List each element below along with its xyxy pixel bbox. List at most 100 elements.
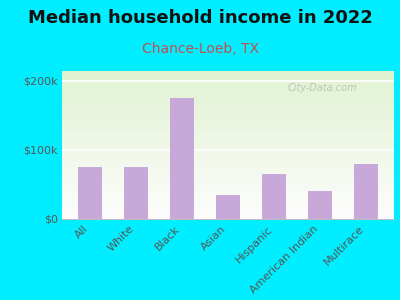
Bar bbox=[62, 188, 394, 189]
Bar bbox=[170, 98, 194, 219]
Bar bbox=[62, 90, 394, 91]
Bar bbox=[62, 145, 394, 146]
Bar bbox=[62, 76, 394, 78]
Bar bbox=[62, 201, 394, 203]
Bar bbox=[62, 179, 394, 180]
Bar bbox=[62, 189, 394, 191]
Bar bbox=[62, 78, 394, 80]
Bar bbox=[62, 136, 394, 137]
Bar bbox=[62, 142, 394, 143]
Bar bbox=[62, 70, 394, 72]
Bar bbox=[62, 112, 394, 114]
Bar bbox=[62, 158, 394, 160]
Bar bbox=[62, 91, 394, 93]
Bar bbox=[216, 195, 240, 219]
Bar bbox=[62, 204, 394, 206]
Bar bbox=[62, 177, 394, 179]
Bar bbox=[62, 72, 394, 74]
Bar bbox=[62, 88, 394, 90]
Bar bbox=[308, 191, 332, 219]
Bar bbox=[62, 173, 394, 174]
Bar bbox=[62, 133, 394, 134]
Bar bbox=[62, 146, 394, 148]
Bar bbox=[62, 121, 394, 122]
Bar bbox=[62, 99, 394, 100]
Bar bbox=[62, 122, 394, 124]
Bar bbox=[62, 213, 394, 214]
Bar bbox=[62, 195, 394, 197]
Bar bbox=[62, 194, 394, 195]
Bar bbox=[62, 96, 394, 97]
Bar bbox=[62, 214, 394, 216]
Bar bbox=[62, 97, 394, 99]
Bar bbox=[62, 207, 394, 208]
Bar bbox=[62, 212, 394, 213]
Text: Median household income in 2022: Median household income in 2022 bbox=[28, 9, 372, 27]
Bar bbox=[62, 108, 394, 109]
Bar bbox=[62, 82, 394, 84]
Bar bbox=[62, 208, 394, 210]
Bar bbox=[62, 105, 394, 106]
Bar bbox=[62, 118, 394, 119]
Bar bbox=[62, 160, 394, 161]
Bar bbox=[62, 81, 394, 82]
Bar bbox=[62, 137, 394, 139]
Text: Chance-Loeb, TX: Chance-Loeb, TX bbox=[142, 42, 258, 56]
Bar bbox=[62, 111, 394, 112]
Bar bbox=[62, 169, 394, 170]
Bar bbox=[62, 143, 394, 145]
Bar bbox=[62, 166, 394, 167]
Bar bbox=[62, 134, 394, 136]
Bar bbox=[62, 125, 394, 127]
Bar bbox=[62, 119, 394, 121]
Bar bbox=[62, 216, 394, 218]
Bar bbox=[62, 131, 394, 133]
Bar bbox=[62, 186, 394, 188]
Bar bbox=[62, 197, 394, 198]
Bar bbox=[62, 206, 394, 207]
Bar bbox=[62, 218, 394, 219]
Bar bbox=[62, 176, 394, 177]
Bar bbox=[78, 167, 102, 219]
Bar bbox=[62, 93, 394, 94]
Bar bbox=[62, 183, 394, 185]
Bar bbox=[62, 139, 394, 140]
Bar bbox=[62, 161, 394, 163]
Bar bbox=[62, 200, 394, 201]
Bar bbox=[62, 109, 394, 111]
Bar bbox=[62, 149, 394, 151]
Bar bbox=[262, 174, 286, 219]
Bar bbox=[62, 94, 394, 96]
Bar bbox=[124, 167, 148, 219]
Bar bbox=[62, 151, 394, 152]
Bar bbox=[62, 87, 394, 88]
Text: City-Data.com: City-Data.com bbox=[288, 83, 357, 93]
Bar bbox=[62, 140, 394, 142]
Bar bbox=[62, 100, 394, 102]
Bar bbox=[62, 116, 394, 118]
Bar bbox=[62, 191, 394, 192]
Bar bbox=[62, 74, 394, 75]
Bar bbox=[62, 185, 394, 186]
Bar bbox=[62, 115, 394, 116]
Bar bbox=[62, 192, 394, 194]
Bar bbox=[62, 210, 394, 212]
Bar bbox=[62, 180, 394, 182]
Bar bbox=[354, 164, 378, 219]
Bar bbox=[62, 163, 394, 164]
Bar bbox=[62, 170, 394, 172]
Bar bbox=[62, 152, 394, 154]
Bar bbox=[62, 84, 394, 85]
Bar bbox=[62, 102, 394, 103]
Bar bbox=[62, 164, 394, 166]
Bar bbox=[62, 172, 394, 173]
Bar bbox=[62, 130, 394, 131]
Bar bbox=[62, 85, 394, 87]
Bar bbox=[62, 124, 394, 125]
Bar bbox=[62, 75, 394, 76]
Bar bbox=[62, 203, 394, 204]
Bar bbox=[62, 148, 394, 149]
Bar bbox=[62, 127, 394, 128]
Bar bbox=[62, 167, 394, 169]
Bar bbox=[62, 128, 394, 130]
